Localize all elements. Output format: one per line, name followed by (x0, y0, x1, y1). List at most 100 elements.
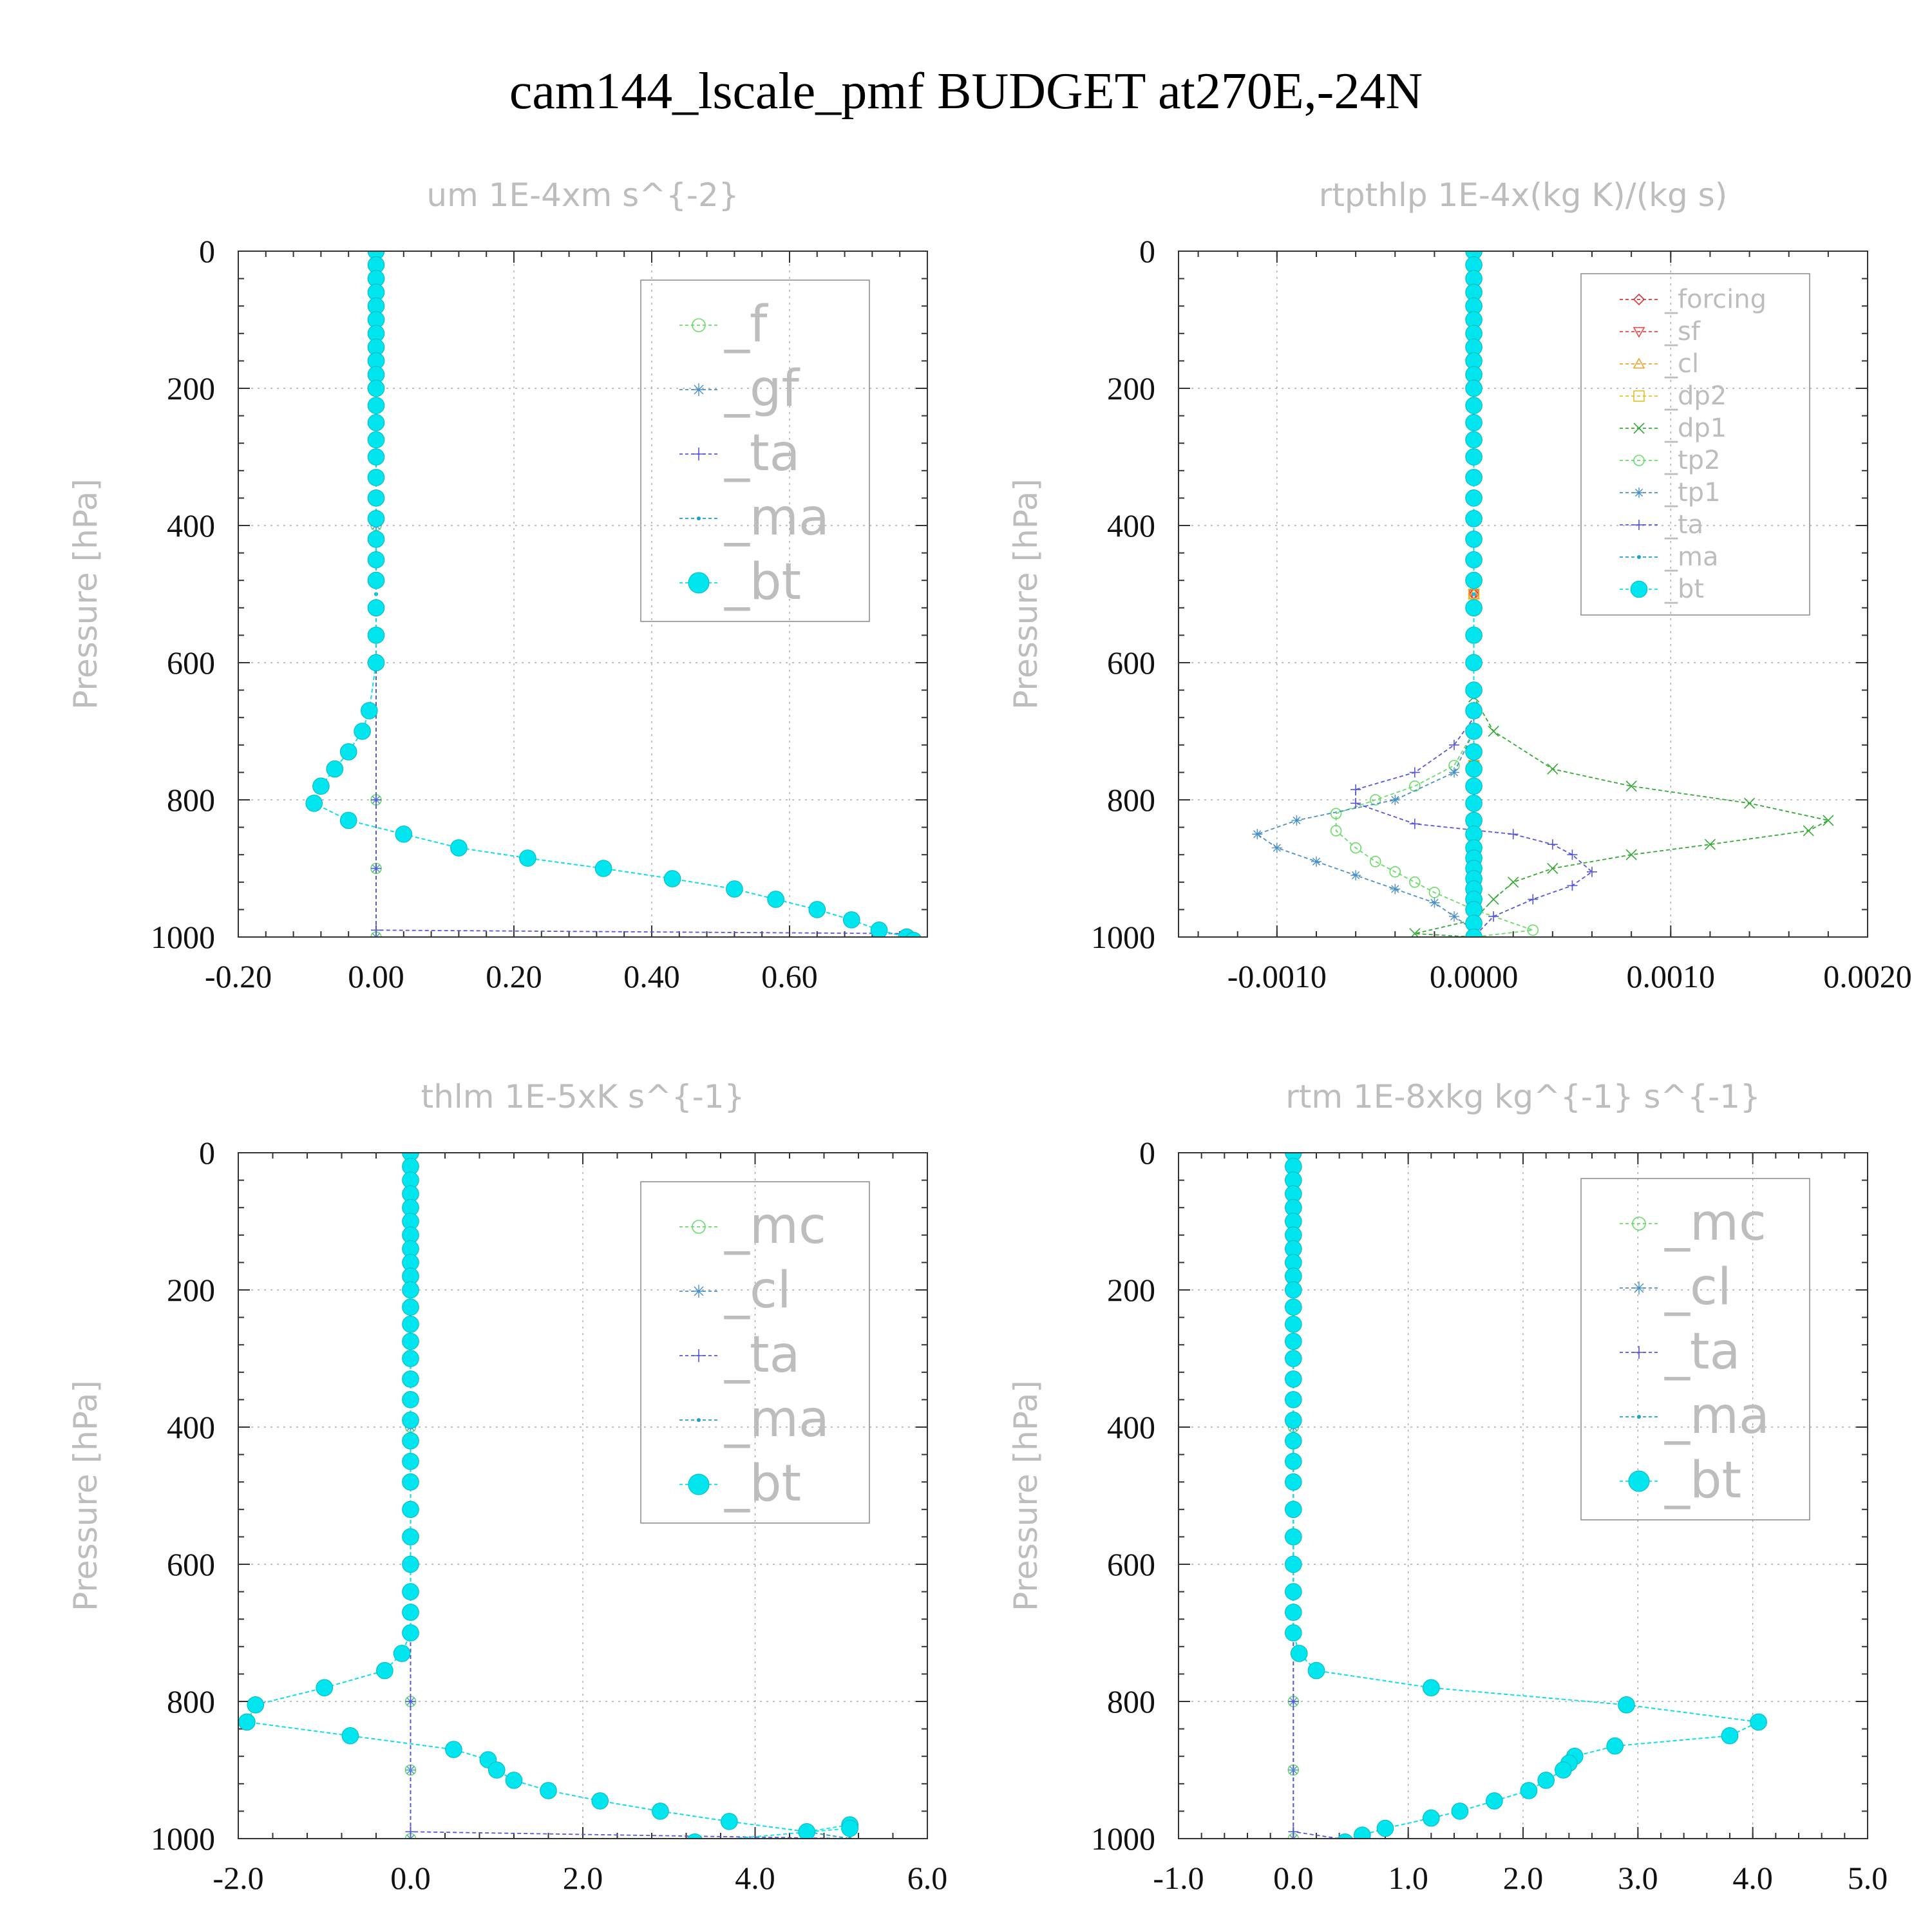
data-point (870, 922, 888, 937)
data-point (316, 1679, 334, 1696)
y-tick-label: 600 (1107, 645, 1155, 681)
y-tick-label: 200 (1107, 1272, 1155, 1308)
x-tick-label: 0.0 (390, 1860, 431, 1896)
data-point (402, 1281, 419, 1299)
data-point (1465, 469, 1482, 486)
data-point (402, 1452, 419, 1470)
panel-3: thlm 1E-5xK s^{-1} Pressure [hPa] 0 200 400 6… (67, 1078, 947, 1896)
data-point (1449, 739, 1459, 750)
y-tick-label: 400 (167, 507, 215, 544)
data-point (1721, 1727, 1739, 1745)
data-point (1547, 839, 1558, 850)
data-point (1704, 838, 1716, 850)
data-point (1468, 587, 1480, 599)
x-tick-label: 1.0 (1388, 1860, 1428, 1896)
y-tick-label: 1000 (151, 919, 215, 955)
plot-frame (238, 251, 928, 938)
data-point (1423, 1679, 1440, 1696)
data-point (540, 1782, 557, 1799)
y-tick-label: 600 (1107, 1546, 1155, 1582)
y-tick-label: 800 (1107, 1683, 1155, 1719)
plot-area (1252, 251, 1834, 937)
y-tick-label: 800 (167, 782, 215, 818)
data-point (767, 891, 784, 908)
data-point (905, 932, 922, 937)
y-tick-label: 200 (1107, 370, 1155, 406)
legend-entry: _forcing (1664, 285, 1766, 314)
data-point (1465, 654, 1482, 672)
data-point (402, 1473, 419, 1491)
data-point (405, 1826, 416, 1837)
data-point (1288, 1696, 1299, 1707)
data-point (367, 448, 385, 466)
legend-marker (1630, 580, 1648, 598)
data-point (1285, 1298, 1302, 1316)
series-line-ta (1355, 251, 1593, 937)
data-point (652, 1803, 669, 1820)
legend-entry: _dp1 (1664, 413, 1727, 443)
data-point (312, 777, 330, 795)
x-tick-label: 0.40 (623, 958, 680, 994)
data-point (450, 839, 468, 857)
legend: _forcing _sf _cl_dp2_dp1 _tp2 _tp1 _ta_ma_bt (1580, 273, 1810, 616)
data-point (1465, 681, 1482, 699)
data-point (1508, 829, 1519, 840)
data-point (402, 1528, 419, 1546)
data-point (402, 1332, 419, 1350)
data-point (1465, 702, 1482, 719)
data-point (1449, 911, 1459, 922)
series-line-bt (1293, 1153, 1761, 1839)
y-tick-label: 0 (1139, 233, 1155, 269)
x-tick-label: 6.0 (907, 1860, 948, 1896)
data-point (1376, 1819, 1394, 1837)
x-tick-label: 0.0000 (1430, 958, 1519, 994)
data-point (1744, 797, 1756, 809)
legend-entry: _ma (724, 1390, 829, 1448)
legend-marker (692, 1349, 705, 1362)
data-point (1449, 767, 1459, 778)
data-point (1465, 489, 1482, 507)
x-tick-label: -0.0010 (1227, 958, 1327, 994)
data-point (1285, 1350, 1302, 1367)
series-line-dp1 (1414, 251, 1830, 937)
data-point (1330, 808, 1342, 820)
data-point (1465, 760, 1482, 778)
x-tick-label: 4.0 (1732, 1860, 1773, 1896)
data-point (1285, 1452, 1302, 1470)
data-point (687, 1833, 703, 1839)
legend-marker (692, 1285, 705, 1298)
data-point (367, 379, 385, 397)
data-point (402, 1583, 419, 1600)
y-tick-label: 1000 (151, 1821, 215, 1857)
y-tick-label: 600 (167, 1546, 215, 1582)
x-tick-label: 0.20 (486, 958, 542, 994)
data-point (1307, 1662, 1325, 1680)
data-point (1823, 815, 1834, 826)
data-point (1547, 862, 1558, 875)
data-point (367, 627, 385, 644)
data-point (591, 1792, 609, 1810)
data-point (1587, 866, 1597, 877)
data-point (1409, 928, 1421, 937)
x-tick-label: -0.20 (205, 958, 272, 994)
data-point (1625, 849, 1637, 860)
data-point (1350, 798, 1361, 809)
data-point (1290, 1645, 1308, 1662)
data-point (1465, 795, 1482, 812)
data-point (402, 1350, 419, 1367)
panel-4: rtm 1E-8xkg kg^{-1} s^{-1} Pressure [hPa]… (1007, 1078, 1888, 1896)
data-point (393, 1645, 411, 1662)
y-tick-label: 400 (1107, 507, 1155, 544)
data-point (402, 1412, 419, 1429)
legend-entry: _mc (724, 1197, 826, 1255)
data-point (367, 469, 385, 486)
data-point (361, 702, 378, 719)
y-tick-label: 800 (1107, 782, 1155, 818)
panel-title: thlm 1E-5xK s^{-1} (421, 1078, 745, 1115)
legend-entry: _bt (1664, 574, 1704, 604)
legend: _mc _cl _ta _ma _bt (640, 1181, 870, 1524)
data-point (1390, 884, 1401, 895)
y-tick-label: 0 (1139, 1135, 1155, 1171)
data-point (445, 1741, 462, 1758)
data-point (1369, 794, 1381, 806)
